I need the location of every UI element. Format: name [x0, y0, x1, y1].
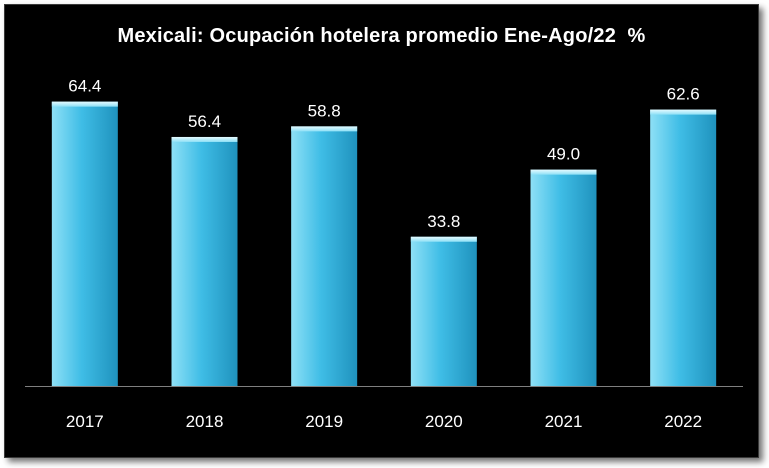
- bar-body: [51, 101, 118, 386]
- bars-layer: [51, 101, 717, 387]
- bar-2020: [410, 236, 477, 386]
- bar-body: [650, 109, 717, 386]
- bar-2018: [171, 136, 238, 386]
- data-label-2019: 58.8: [308, 101, 341, 120]
- bar-top-highlight: [51, 101, 118, 107]
- data-label-2017: 64.4: [68, 77, 101, 96]
- x-tick-label-2021: 2021: [545, 412, 583, 431]
- data-label-2020: 33.8: [427, 212, 460, 231]
- bar-top-highlight: [171, 136, 238, 142]
- labels-layer: 64.4 2017 56.4 2018 58.8 2019 33.8 2020 49.0 2021…: [66, 77, 702, 431]
- x-tick-label-2017: 2017: [66, 412, 104, 431]
- x-tick-label-2022: 2022: [664, 412, 702, 431]
- data-label-2021: 49.0: [547, 145, 580, 164]
- bar-top-highlight: [530, 169, 597, 175]
- x-tick-label-2020: 2020: [425, 412, 463, 431]
- data-label-2018: 56.4: [188, 112, 221, 131]
- chart-frame: Mexicali: Ocupación hotelera promedio En…: [4, 4, 759, 458]
- bar-body: [291, 126, 358, 387]
- bar-body: [171, 136, 238, 386]
- bar-top-highlight: [291, 126, 358, 132]
- bar-top-highlight: [410, 236, 477, 242]
- bar-2021: [530, 169, 597, 386]
- bar-2017: [51, 101, 118, 386]
- bar-body: [530, 169, 597, 386]
- bar-body: [410, 236, 477, 386]
- x-tick-label-2019: 2019: [305, 412, 343, 431]
- bar-2019: [291, 126, 358, 387]
- bar-2022: [650, 109, 717, 386]
- x-tick-label-2018: 2018: [186, 412, 224, 431]
- chart-title: Mexicali: Ocupación hotelera promedio En…: [117, 25, 646, 47]
- bar-chart-plot: 64.4 2017 56.4 2018 58.8 2019 33.8 2020 49.0 2021…: [25, 77, 743, 431]
- bar-top-highlight: [650, 109, 717, 115]
- data-label-2022: 62.6: [667, 85, 700, 104]
